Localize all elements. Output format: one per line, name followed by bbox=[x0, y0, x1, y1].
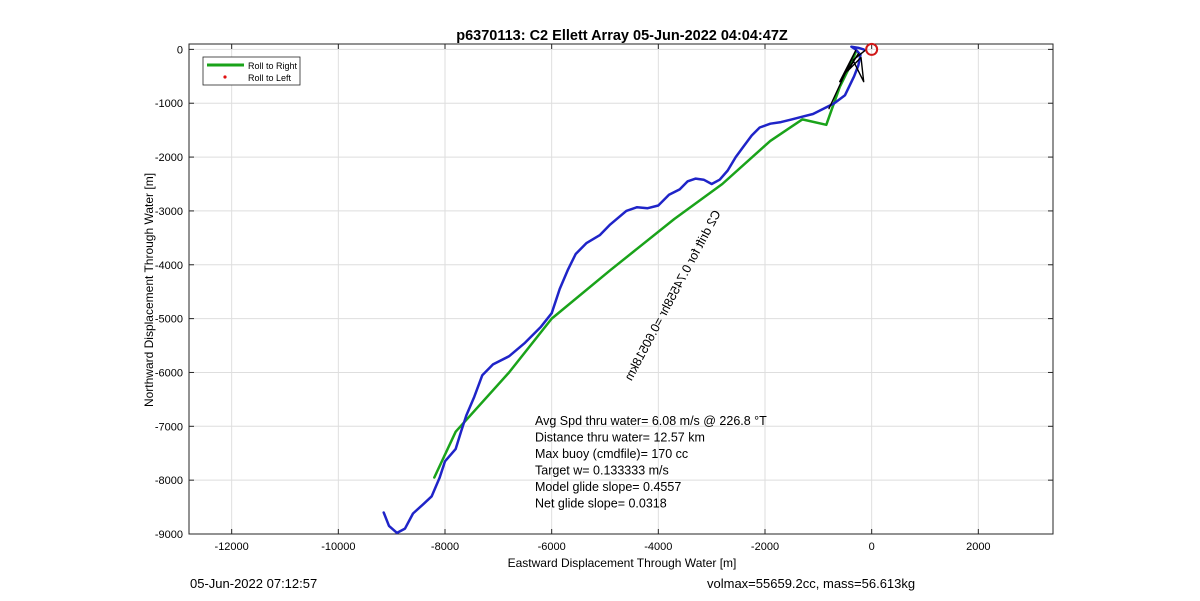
y-axis-ticks: 0 -1000 -2000 -3000 -4000 -5000 -6000 -7000 -800… bbox=[155, 44, 1053, 541]
y-tick-label: -4000 bbox=[155, 260, 183, 272]
stats-annotation: Avg Spd thru water= 6.08 m/s @ 226.8 °T D… bbox=[535, 414, 767, 511]
legend: Roll to Right Roll to Left bbox=[202, 56, 301, 86]
y-tick-label: -3000 bbox=[155, 206, 183, 218]
y-tick-label: -1000 bbox=[155, 98, 183, 110]
y-tick-label: -7000 bbox=[155, 421, 183, 433]
end-marker-layer bbox=[865, 42, 879, 56]
footer-vol-mass: volmax=55659.2cc, mass=56.613kg bbox=[707, 576, 916, 591]
x-axis-label: Eastward Displacement Through Water [m] bbox=[508, 556, 737, 570]
y-axis-label: Northward Displacement Through Water [m] bbox=[142, 173, 156, 407]
drift-annotation: C2 drift for 0.74558hr =0.60518km bbox=[622, 208, 724, 383]
y-tick-label: -9000 bbox=[155, 529, 183, 541]
x-tick-label: -6000 bbox=[538, 541, 566, 553]
stats-line: Avg Spd thru water= 6.08 m/s @ 226.8 °T bbox=[535, 414, 767, 428]
x-tick-label: -10000 bbox=[321, 541, 355, 553]
series-line-1 bbox=[433, 50, 857, 479]
y-tick-label: -8000 bbox=[155, 475, 183, 487]
x-tick-label: -8000 bbox=[431, 541, 459, 553]
stats-line: Model glide slope= 0.4557 bbox=[535, 480, 681, 494]
legend-label-roll-right: Roll to Right bbox=[248, 61, 298, 71]
y-tick-label: -2000 bbox=[155, 152, 183, 164]
stats-line: Target w= 0.133333 m/s bbox=[535, 464, 669, 478]
legend-swatch-roll-left bbox=[223, 75, 227, 79]
series-line-2 bbox=[382, 45, 865, 535]
legend-label-roll-left: Roll to Left bbox=[248, 73, 292, 83]
x-tick-label: -4000 bbox=[644, 541, 672, 553]
y-tick-label: -5000 bbox=[155, 314, 183, 326]
end-position-marker bbox=[865, 42, 879, 56]
x-tick-label: -2000 bbox=[751, 541, 779, 553]
axes-box bbox=[188, 43, 1054, 535]
stats-line: Net glide slope= 0.0318 bbox=[535, 497, 667, 511]
stats-line: Max buoy (cmdfile)= 170 cc bbox=[535, 447, 688, 461]
series-line-3 bbox=[828, 48, 867, 110]
y-tick-label: 0 bbox=[177, 44, 183, 56]
chart-title: p6370113: C2 Ellett Array 05-Jun-2022 04… bbox=[456, 28, 788, 44]
footer-timestamp: 05-Jun-2022 07:12:57 bbox=[190, 576, 318, 591]
series-layer bbox=[382, 45, 867, 535]
stats-line: Distance thru water= 12.57 km bbox=[535, 431, 705, 445]
legend-box bbox=[202, 56, 301, 86]
x-axis-ticks: -12000 -10000 -8000 -6000 -4000 -2000 0 2000 bbox=[215, 44, 991, 553]
x-tick-label: 0 bbox=[869, 541, 875, 553]
y-tick-label: -6000 bbox=[155, 367, 183, 379]
x-tick-label: -12000 bbox=[215, 541, 249, 553]
x-tick-label: 2000 bbox=[966, 541, 990, 553]
